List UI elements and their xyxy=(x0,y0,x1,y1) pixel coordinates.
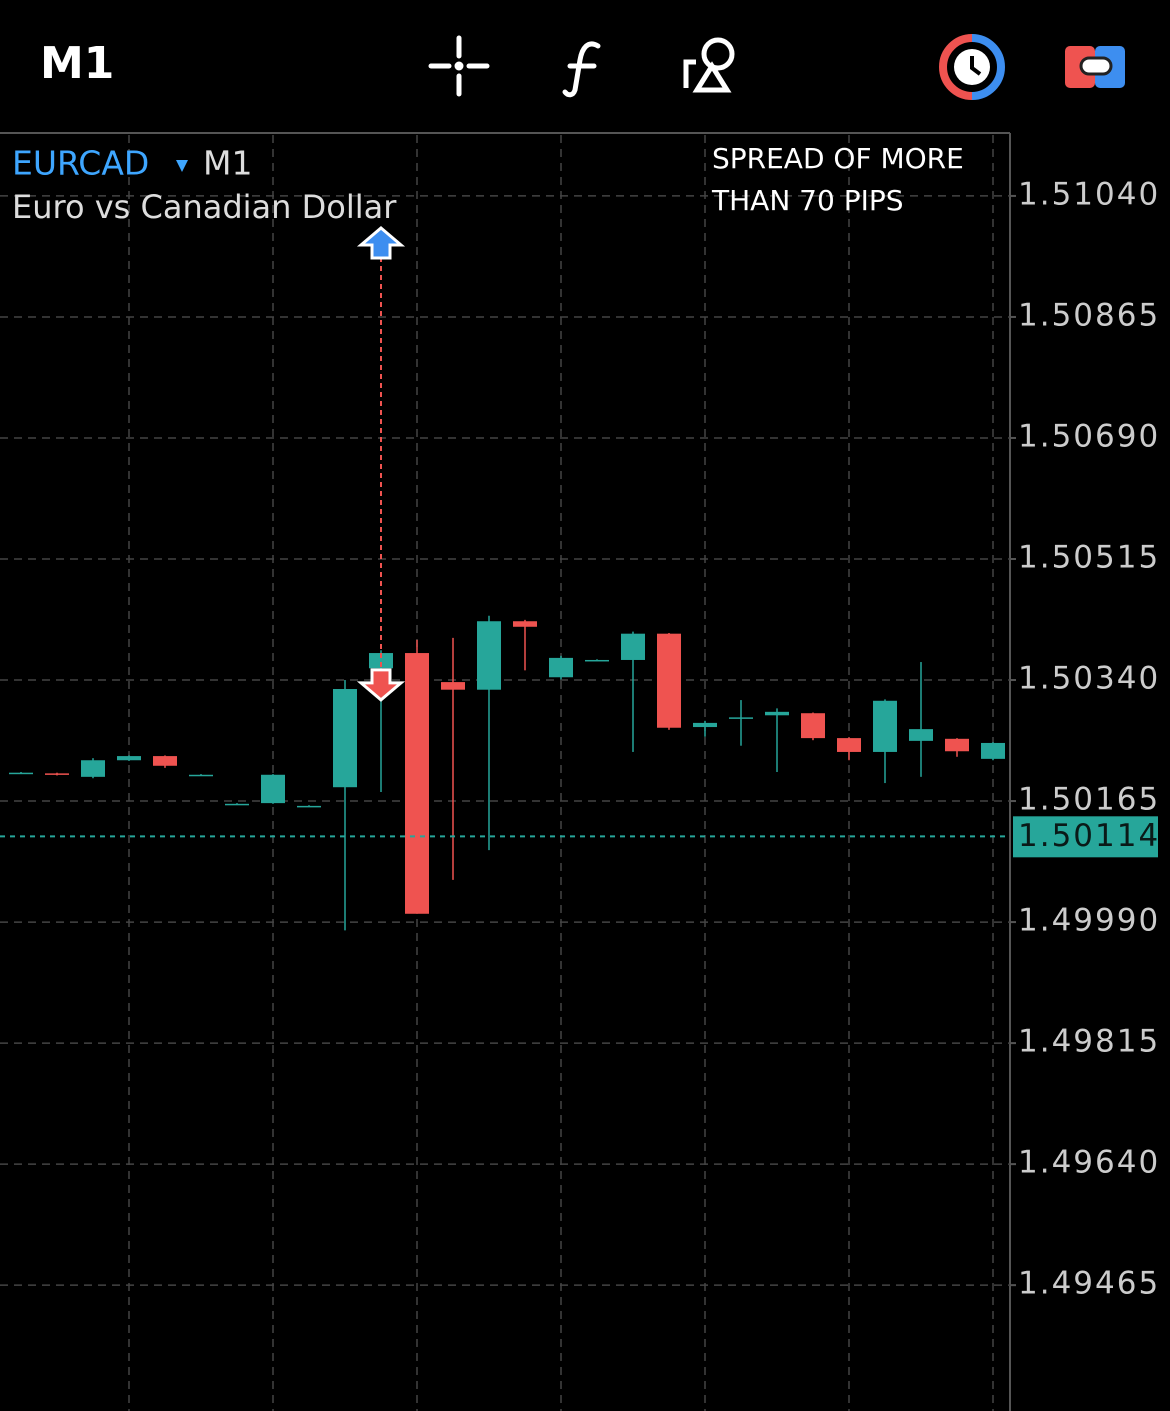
symbol-dropdown[interactable] xyxy=(176,160,188,172)
y-tick-label: 1.50340 xyxy=(1018,661,1160,697)
candle-body xyxy=(117,756,141,761)
y-tick-label: 1.50865 xyxy=(1018,297,1160,333)
current-price-label: 1.50114 xyxy=(1018,818,1160,854)
y-tick-label: 1.49815 xyxy=(1018,1024,1160,1060)
candle-body xyxy=(981,742,1005,759)
y-tick-label: 1.50165 xyxy=(1018,782,1160,818)
candle-body xyxy=(621,633,645,660)
candle-body xyxy=(801,713,825,739)
candle-body xyxy=(909,729,933,741)
candle-body xyxy=(9,772,33,775)
candle-body xyxy=(153,756,177,766)
sell-marker xyxy=(356,668,406,702)
candle-body xyxy=(513,621,537,627)
candle-body xyxy=(477,621,501,690)
candle-body xyxy=(549,657,573,678)
symbol[interactable]: EURCAD xyxy=(12,144,149,183)
candle-body xyxy=(261,774,285,804)
y-tick-label: 1.49640 xyxy=(1018,1145,1160,1181)
candle-body xyxy=(45,773,69,775)
candle-body xyxy=(945,738,969,752)
current-price-box xyxy=(1013,816,1158,858)
candle-body xyxy=(333,689,357,788)
trade-icon[interactable] xyxy=(939,34,1005,100)
annotation: SPREAD OF MORE xyxy=(712,142,964,175)
chart-timeframe: M1 xyxy=(203,144,252,183)
y-tick-label: 1.50690 xyxy=(1018,418,1160,454)
candle-body xyxy=(693,722,717,728)
candle-body xyxy=(729,717,753,719)
crosshair-icon[interactable] xyxy=(428,35,490,97)
candle-body xyxy=(189,774,213,777)
candle-body xyxy=(441,682,465,690)
candle-body xyxy=(81,760,105,777)
y-tick-label: 1.49990 xyxy=(1018,903,1160,939)
candle-body xyxy=(225,803,249,806)
candle-body xyxy=(297,805,321,808)
y-tick-label: 1.49465 xyxy=(1018,1266,1160,1302)
candle-body xyxy=(837,738,861,752)
indicators-icon[interactable] xyxy=(562,41,601,98)
candle-body xyxy=(873,700,897,752)
y-tick-label: 1.51040 xyxy=(1018,176,1160,212)
buy-marker xyxy=(356,225,406,260)
candle-body xyxy=(657,633,681,728)
plot xyxy=(0,195,1010,1286)
candle-body xyxy=(405,653,429,914)
candle-body xyxy=(765,711,789,716)
timeframe-button[interactable]: M1 xyxy=(40,38,114,89)
one-click-trading-icon[interactable] xyxy=(1065,46,1125,88)
candle-body xyxy=(369,653,393,669)
annotation: THAN 70 PIPS xyxy=(711,184,904,217)
y-tick-label: 1.50515 xyxy=(1018,540,1160,576)
symbol-description: Euro vs Canadian Dollar xyxy=(12,188,397,226)
candle-body xyxy=(585,659,609,662)
objects-icon[interactable] xyxy=(683,37,735,93)
